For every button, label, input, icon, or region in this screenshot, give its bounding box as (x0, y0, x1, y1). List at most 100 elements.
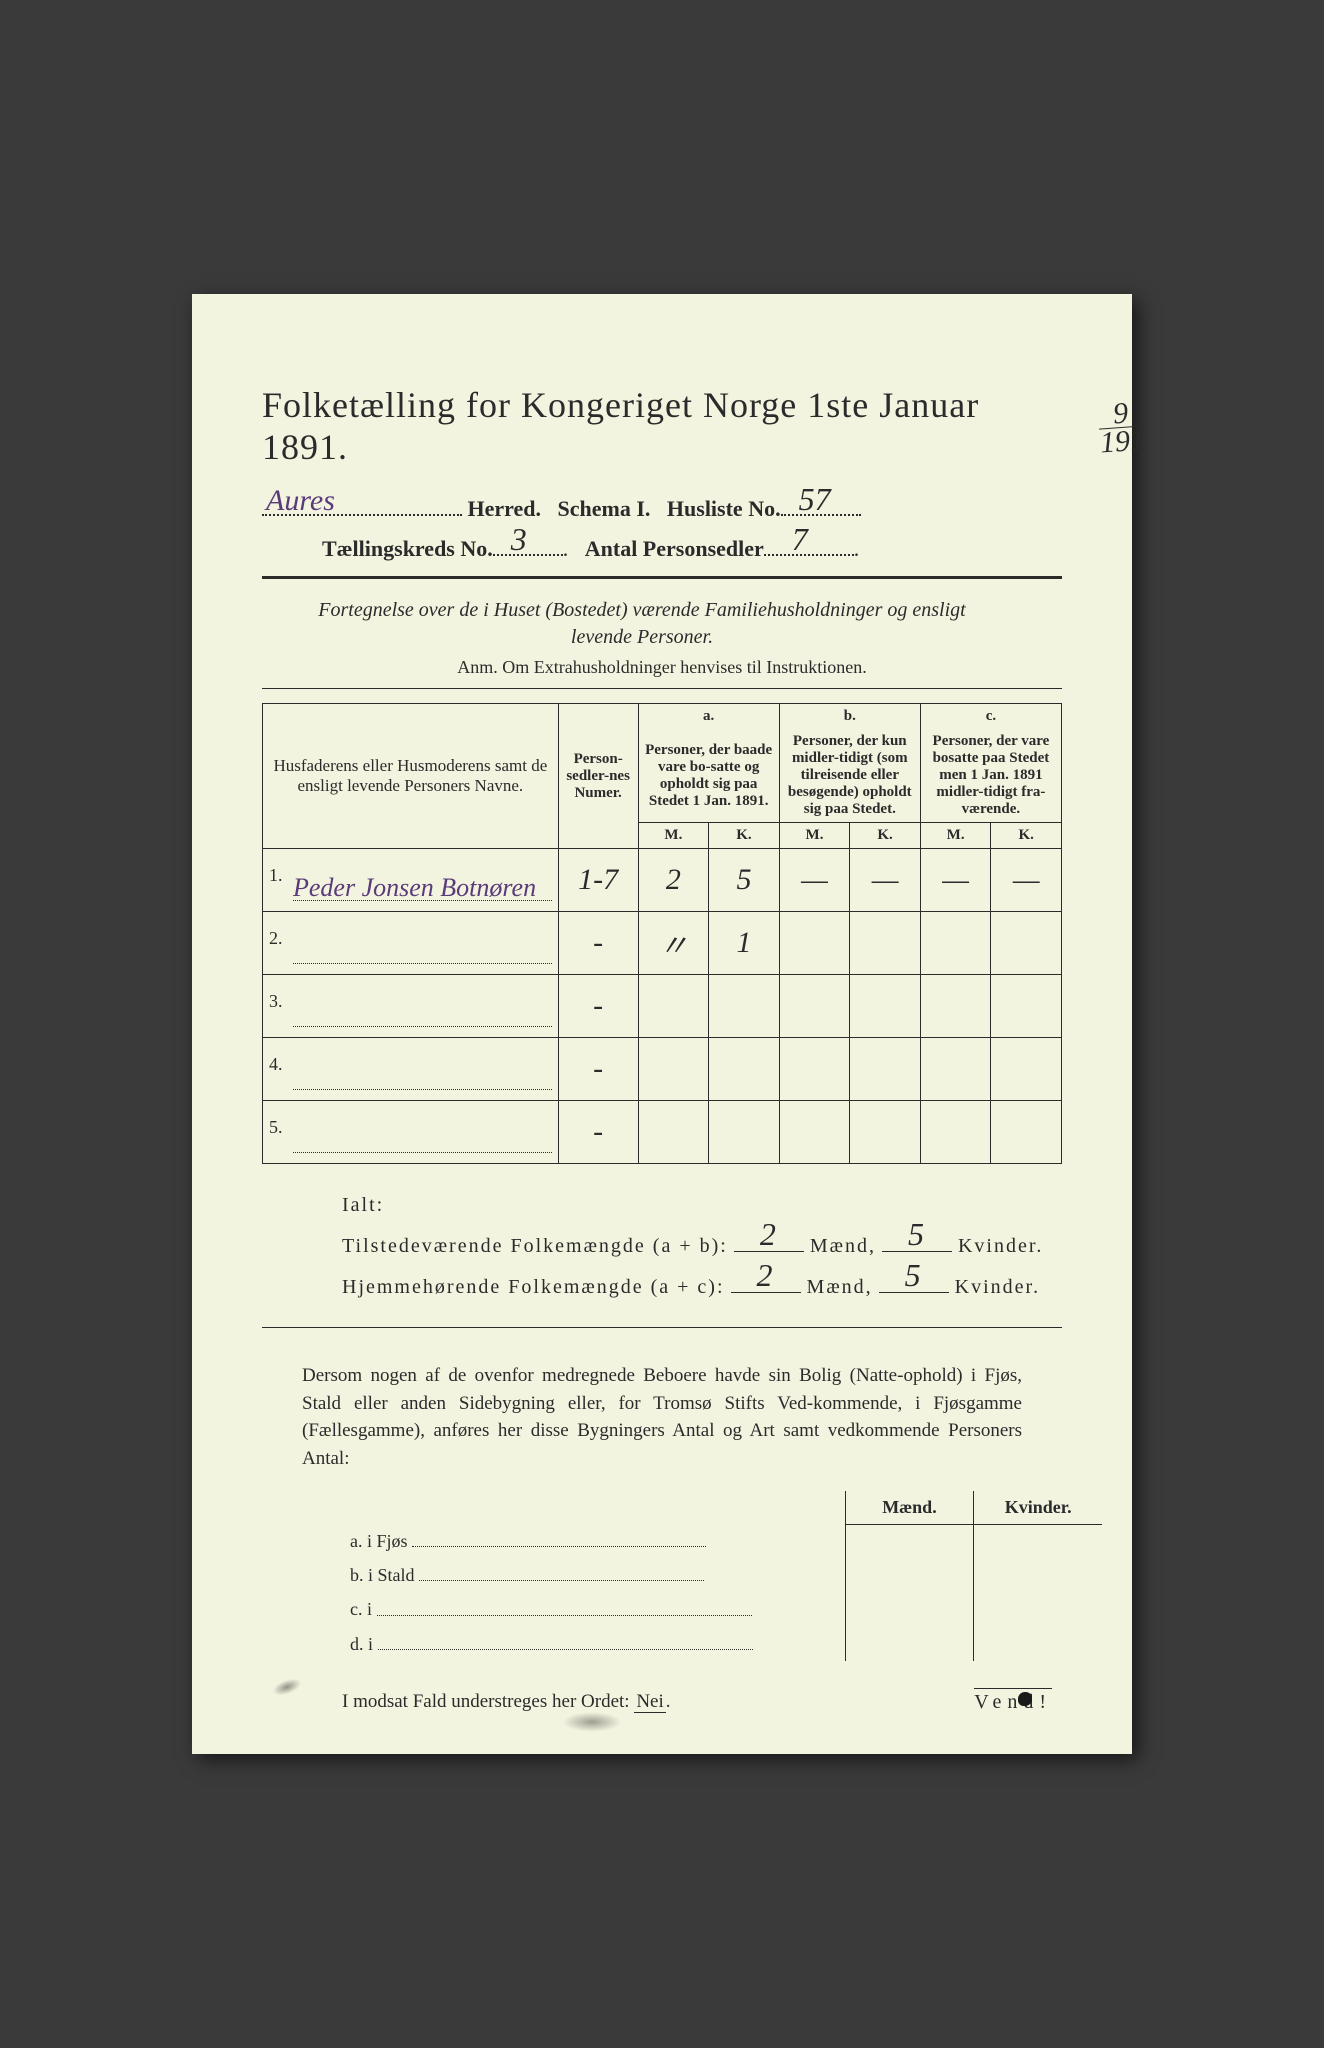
col-names-text: Husfaderens eller Husmoderens samt de en… (273, 756, 547, 795)
kvinder-label-2: Kvinder. (955, 1276, 1040, 1299)
margin-fraction-note: 9 191 (1097, 398, 1146, 456)
table-row: 4. - (263, 1038, 1062, 1101)
sub-head-k: Kvinder. (974, 1491, 1102, 1525)
row-number: 3. (269, 991, 283, 1012)
col-b-k: K. (850, 823, 921, 849)
divider-1 (262, 576, 1062, 579)
cell-value: 2 (666, 863, 681, 896)
summary-1-label: Tilstedeværende Folkemængde (a + b): (342, 1235, 728, 1258)
table-row: 2.-〃1 (263, 912, 1062, 975)
nei-word: Nei (634, 1691, 665, 1713)
row-name-cell: 4. (263, 1038, 559, 1101)
cell-c_k (991, 1101, 1062, 1164)
cell-a_m: 〃 (638, 912, 709, 975)
sub-dots (377, 1598, 752, 1615)
sub-table-row: a. i Fjøs (342, 1524, 1102, 1558)
table-row: 5. - (263, 1101, 1062, 1164)
herred-field: Aures (262, 490, 462, 516)
table-row: 3.- (263, 975, 1062, 1038)
nei-prefix: I modsat Fald understreges her Ordet: (342, 1691, 634, 1712)
divider-2 (262, 688, 1062, 689)
cell-b_k (850, 1101, 921, 1164)
col-a-title: a. (638, 704, 779, 730)
anm-note: Anm. Om Extrahusholdninger henvises til … (262, 657, 1062, 678)
husliste-value: 57 (799, 481, 831, 518)
summary-2-m-slot: 2 (731, 1268, 801, 1293)
cell-c_m (920, 912, 991, 975)
subtitle: Fortegnelse over de i Huset (Bostedet) v… (302, 597, 982, 651)
cell-b_k (850, 975, 921, 1038)
herred-value: Aures (266, 484, 335, 518)
col-c-k: K. (991, 823, 1062, 849)
antal-label: Antal Personsedler (585, 536, 764, 562)
col-b-title: b. (779, 704, 920, 730)
ialt-label: Ialt: (342, 1194, 1062, 1217)
col-names: Husfaderens eller Husmoderens samt de en… (263, 704, 559, 849)
sub-table-row: c. i (342, 1592, 1102, 1626)
cell-a_k (709, 1101, 780, 1164)
cell-c_m (920, 975, 991, 1038)
document-paper: 9 191 Folketælling for Kongeriget Norge … (192, 294, 1132, 1754)
header-line-2: Tællingskreds No. 3 . Antal Personsedler… (322, 530, 1062, 562)
sub-label: c. i (350, 1600, 377, 1620)
cell-value: 〃 (658, 930, 688, 963)
husliste-label: Husliste No. (667, 496, 781, 522)
row-number: 2. (269, 928, 283, 949)
row-name-cell: 2. (263, 912, 559, 975)
cell-value: - (593, 1052, 603, 1085)
divider-3 (262, 1327, 1062, 1328)
nei-line: I modsat Fald understreges her Ordet: Ne… (342, 1691, 1022, 1713)
document-title: Folketælling for Kongeriget Norge 1ste J… (262, 384, 1062, 468)
cell-nums: - (558, 1101, 638, 1164)
paper-smudge-2 (271, 1675, 304, 1698)
sub-k-cell (974, 1524, 1102, 1558)
cell-value: - (593, 1115, 603, 1148)
herred-label: Herred. (468, 496, 542, 522)
kreds-value: 3 (511, 521, 527, 558)
row-number: 1. (269, 865, 283, 886)
sub-k-cell (974, 1592, 1102, 1626)
row-dotted-line (293, 1088, 552, 1090)
header-line-1: Aures Herred. Schema I. Husliste No. 57 (262, 490, 1062, 522)
kreds-label: Tællingskreds No. (322, 536, 493, 562)
col-b-m: M. (779, 823, 850, 849)
cell-c_m (920, 1038, 991, 1101)
sub-label-cell: d. i (342, 1627, 845, 1661)
summary-2-k: 5 (905, 1257, 923, 1294)
table-row: 1.Peder Jonsen Botnøren1-725———— (263, 849, 1062, 912)
cell-a_k: 1 (709, 912, 780, 975)
sub-table: Mænd. Kvinder. a. i Fjøs b. i Stald c. i… (342, 1491, 1102, 1661)
sub-m-cell (845, 1558, 974, 1592)
cell-b_m (779, 912, 850, 975)
sub-table-row: b. i Stald (342, 1558, 1102, 1592)
cell-c_m: — (920, 849, 991, 912)
page-background: 9 191 Folketælling for Kongeriget Norge … (0, 0, 1324, 2048)
main-table: Husfaderens eller Husmoderens samt de en… (262, 703, 1062, 1164)
sub-table-row: d. i (342, 1627, 1102, 1661)
summary-1-k-slot: 5 (882, 1227, 952, 1252)
ink-blot (1018, 1692, 1032, 1706)
row-name-cell: 5. (263, 1101, 559, 1164)
sub-label-cell: c. i (342, 1592, 845, 1626)
antal-value: 7 (792, 521, 808, 558)
row-dotted-line (293, 962, 552, 964)
cell-a_m: 2 (638, 849, 709, 912)
col-a-m: M. (638, 823, 709, 849)
sub-m-cell (845, 1592, 974, 1626)
cell-a_m (638, 1101, 709, 1164)
antal-field: 7 (764, 530, 854, 556)
sub-label-cell: b. i Stald (342, 1558, 845, 1592)
sub-label: b. i Stald (350, 1565, 419, 1585)
summary-block: Ialt: Tilstedeværende Folkemængde (a + b… (342, 1194, 1062, 1299)
col-c-desc: Personer, der vare bosatte paa Stedet me… (920, 729, 1061, 823)
summary-row-2: Hjemmehørende Folkemængde (a + c): 2 Mæn… (342, 1268, 1062, 1299)
cell-c_m (920, 1101, 991, 1164)
sub-dots (419, 1564, 704, 1581)
summary-2-k-slot: 5 (879, 1268, 949, 1293)
maend-label-1: Mænd, (810, 1235, 876, 1258)
cell-b_m: — (779, 849, 850, 912)
cell-c_k: — (991, 849, 1062, 912)
cell-a_m (638, 1038, 709, 1101)
row-number: 4. (269, 1054, 283, 1075)
husliste-field: 57 (781, 490, 861, 516)
